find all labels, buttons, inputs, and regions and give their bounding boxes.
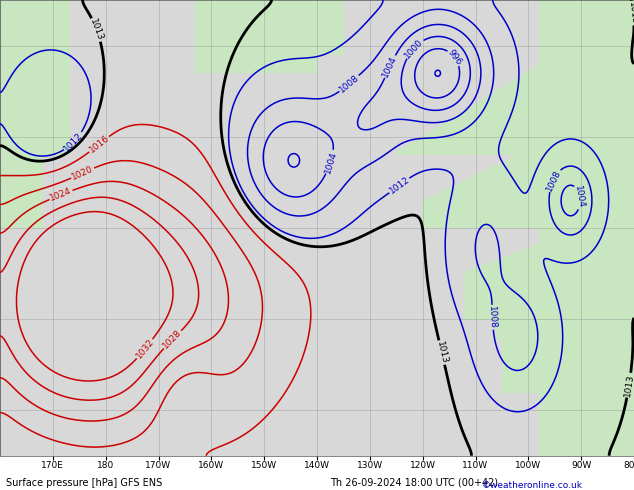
Text: 1008: 1008: [544, 168, 562, 193]
Text: Th 26-09-2024 18:00 UTC (00+42): Th 26-09-2024 18:00 UTC (00+42): [330, 478, 498, 488]
Text: 1012: 1012: [387, 175, 411, 196]
Text: 996: 996: [446, 48, 463, 67]
Text: 1004: 1004: [573, 185, 586, 209]
Text: 1000: 1000: [403, 37, 425, 60]
Text: 1012: 1012: [63, 130, 85, 153]
Text: 1008: 1008: [337, 73, 361, 95]
Text: 1008: 1008: [488, 306, 498, 329]
Text: 1013: 1013: [623, 373, 634, 397]
Text: 1020: 1020: [70, 164, 95, 182]
Text: 1016: 1016: [87, 134, 111, 155]
Text: 1028: 1028: [161, 328, 184, 351]
Text: 1013: 1013: [435, 341, 449, 365]
Text: 1024: 1024: [49, 186, 73, 203]
Text: 1004: 1004: [381, 54, 399, 79]
Text: 1032: 1032: [134, 337, 155, 361]
Text: Surface pressure [hPa] GFS ENS: Surface pressure [hPa] GFS ENS: [6, 478, 162, 488]
Text: 1013: 1013: [626, 1, 634, 25]
Text: 1004: 1004: [323, 149, 338, 174]
Text: 1013: 1013: [88, 18, 105, 42]
Text: ©weatheronline.co.uk: ©weatheronline.co.uk: [482, 481, 583, 490]
